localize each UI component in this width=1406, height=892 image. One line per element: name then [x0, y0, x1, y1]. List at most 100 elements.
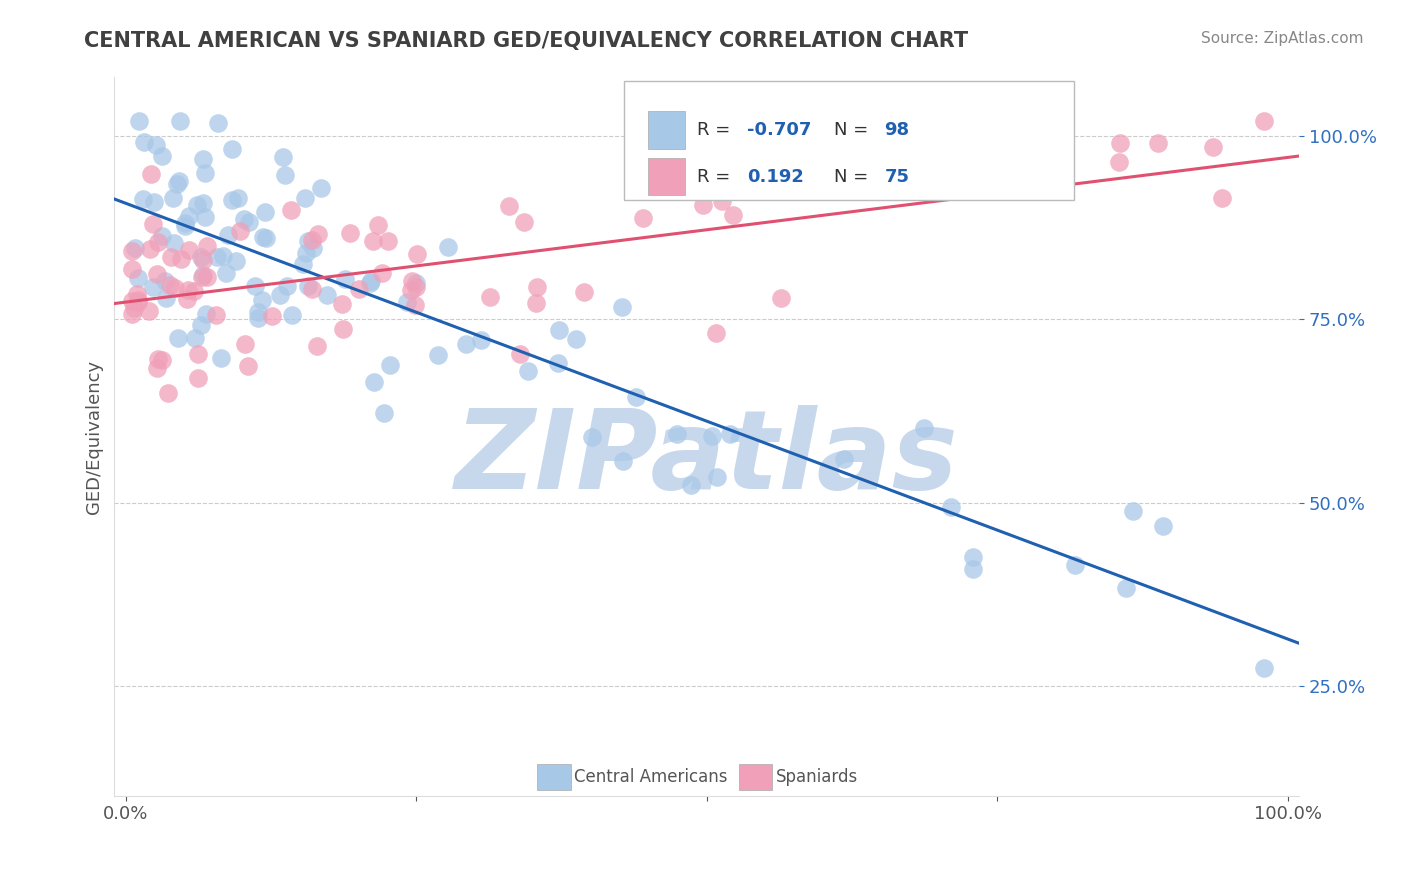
Point [195, 307, 218, 321]
Point [638, 147, 661, 161]
Point [167, 331, 190, 345]
Point [526, 279, 548, 293]
Point [121, 244, 143, 259]
Point [548, 323, 571, 337]
Point [225, 253, 247, 268]
Point [281, 309, 304, 323]
Point [292, 257, 315, 271]
Point [138, 304, 160, 318]
Point [301, 233, 323, 247]
Point [233, 212, 256, 227]
Point [207, 250, 229, 264]
Point [146, 351, 169, 366]
Point [307, 227, 329, 241]
Text: Source: ZipAtlas.com: Source: ZipAtlas.com [1201, 31, 1364, 46]
Point [221, 193, 243, 207]
Text: -0.707: -0.707 [747, 121, 811, 139]
Point [723, 208, 745, 222]
Point [166, 177, 188, 191]
FancyBboxPatch shape [648, 158, 686, 195]
Point [212, 249, 235, 263]
Point [160, 250, 183, 264]
Text: 75: 75 [884, 168, 910, 186]
Point [1211, 191, 1233, 205]
Point [280, 203, 302, 218]
Text: N =: N = [834, 168, 868, 186]
Point [301, 241, 323, 255]
Point [297, 234, 319, 248]
Point [681, 477, 703, 491]
Point [127, 271, 149, 285]
Point [207, 116, 229, 130]
Point [190, 250, 212, 264]
Point [1253, 114, 1275, 128]
Point [330, 297, 353, 311]
Point [427, 348, 450, 362]
Point [173, 219, 195, 234]
Point [243, 278, 266, 293]
Point [631, 211, 654, 225]
Y-axis label: GED/Equivalency: GED/Equivalency [86, 359, 103, 514]
Point [1202, 140, 1225, 154]
Point [209, 351, 232, 365]
Point [395, 294, 418, 309]
Point [195, 270, 218, 285]
Point [176, 283, 198, 297]
Point [332, 322, 354, 336]
Point [187, 371, 209, 385]
Point [150, 352, 173, 367]
Point [363, 375, 385, 389]
Point [704, 326, 727, 341]
Point [294, 191, 316, 205]
Point [217, 227, 239, 242]
Point [121, 307, 143, 321]
Point [194, 166, 217, 180]
Point [612, 454, 634, 468]
Point [316, 287, 339, 301]
Point [718, 427, 741, 442]
Point [169, 252, 191, 266]
Point [162, 191, 184, 205]
Point [205, 309, 228, 323]
Point [769, 291, 792, 305]
Point [155, 291, 177, 305]
Point [626, 390, 648, 404]
Point [132, 135, 155, 149]
Point [195, 239, 218, 253]
Point [254, 231, 277, 245]
Point [700, 428, 723, 442]
Point [122, 301, 145, 316]
Point [339, 226, 361, 240]
Text: ZIPatlas: ZIPatlas [456, 405, 959, 512]
Point [214, 266, 236, 280]
Point [962, 549, 984, 564]
FancyBboxPatch shape [738, 764, 772, 790]
Point [1147, 136, 1170, 150]
Point [150, 149, 173, 163]
Point [124, 241, 146, 255]
Point [517, 364, 540, 378]
Point [1064, 558, 1087, 573]
Point [524, 295, 547, 310]
Point [401, 274, 423, 288]
Point [193, 196, 215, 211]
Point [163, 236, 186, 251]
Point [962, 562, 984, 576]
Point [470, 333, 492, 347]
Point [143, 195, 166, 210]
Text: Central Americans: Central Americans [574, 768, 728, 786]
Point [297, 278, 319, 293]
Point [121, 261, 143, 276]
Text: R =: R = [697, 168, 737, 186]
Point [456, 336, 478, 351]
Point [377, 234, 399, 248]
Point [186, 198, 208, 212]
Point [405, 276, 427, 290]
Point [509, 347, 531, 361]
Point [547, 356, 569, 370]
Point [1108, 154, 1130, 169]
Point [1115, 581, 1137, 595]
Point [139, 242, 162, 256]
Point [371, 266, 394, 280]
Point [191, 253, 214, 268]
